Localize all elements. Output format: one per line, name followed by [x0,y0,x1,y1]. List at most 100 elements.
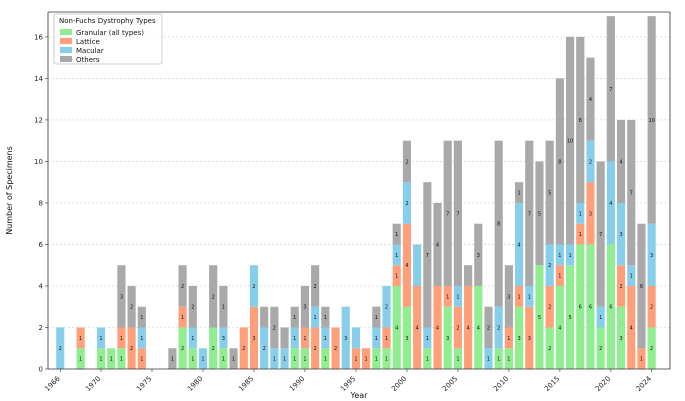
bar-segment [464,265,473,286]
bar-segment-label: 1 [293,336,296,342]
bar-segment-label: 1 [99,336,102,342]
bar-segment-label: 2 [59,346,62,352]
bar-segment [413,244,422,286]
bar-segment [300,348,310,369]
bar-segment-label: 1 [232,357,235,363]
bar-segment [596,161,605,307]
bar-segment [402,223,412,307]
bar-segment-label: 3 [446,336,449,342]
bar-segment-label: 4 [405,263,408,269]
bar-segment [300,327,310,349]
bar-segment-label: 7 [528,211,531,217]
bar-segment-label: 2 [273,325,276,331]
bar-segment-label: 1 [354,357,357,363]
bar-segment [596,306,605,328]
y-axis-label: Number of Specimens [5,146,14,235]
y-tick-label: 0 [39,366,43,374]
y-tick-label: 16 [34,33,43,41]
bar-segment [117,348,126,369]
bar-segment [576,223,585,245]
bar-segment [321,327,330,349]
bar-segment-label: 2 [181,284,184,290]
bar-segment-label: 1 [283,357,286,363]
bar-segment-label: 2 [242,346,245,352]
bar-segment-label: 1 [579,211,582,217]
bar-segment [372,348,381,369]
bar-segment [525,140,534,286]
bar-segment [178,265,187,307]
bar-segment [565,265,575,369]
bar-segment-label: 2 [650,346,653,352]
bar-segment-label: 4 [395,325,398,331]
bar-segment-label: 1 [599,315,602,321]
bar-segment-label: 2 [212,346,215,352]
bar-segment-label: 1 [456,357,459,363]
x-tick-label: 2024 [635,374,654,393]
bar-segment-label: 2 [589,159,592,165]
bar-segment [423,348,432,369]
x-tick-label: 2020 [594,375,612,393]
bar-segment [433,202,442,286]
bar-segment [535,161,544,266]
bar-segment-label: 1 [497,357,500,363]
legend-swatch [60,38,72,44]
x-tick-label: 1990 [288,375,306,393]
bar-segment-label: 2 [405,159,408,165]
bar-segment [494,306,503,349]
bar-segment [127,285,136,328]
bar-segment-label: 2 [497,325,500,331]
bar-segment-label: 4 [416,325,419,331]
bar-segment [647,16,656,224]
bar-segment-label: 1 [140,315,143,321]
bar-segment [270,306,279,349]
x-tick-label: 1966 [43,374,62,393]
bar-segment [555,78,564,245]
bar-segment [545,327,554,369]
bar-segment-label: 4 [517,242,520,248]
bar-segment [504,348,513,369]
bar-segment [341,306,350,369]
bar-segment-label: 7 [426,253,429,259]
y-tick-label: 8 [39,199,43,207]
bar-segment-label: 3 [120,294,123,300]
bar-segment-label: 3 [222,336,225,342]
bar-segment-label: 3 [528,336,531,342]
bar-segment-label: 3 [344,336,347,342]
bar-segment-label: 2 [456,325,459,331]
legend-swatch [60,47,72,53]
bar-segment-label: 1 [120,336,123,342]
y-tick-label: 10 [34,158,43,166]
bar-segment-label: 1 [110,357,113,363]
bar-segment [382,348,391,369]
bar-segment [392,223,401,245]
bar-segment [555,285,564,369]
bar-segment [464,285,473,369]
bar-segment [647,327,656,369]
bar-segment [351,348,361,369]
bar-segment [453,306,462,349]
legend-box [53,13,163,65]
bar-segment-label: 8 [579,118,582,124]
bar-segment-label: 1 [395,232,398,238]
bar-segment-label: 1 [507,336,510,342]
bar-segment-label: 1 [558,274,561,280]
bar-segment-label: 1 [324,336,327,342]
bar-segment-label: 4 [558,325,561,331]
bar-segment-label: 3 [303,305,306,311]
bar-segment [545,140,554,245]
bar-segment-label: 10 [567,139,573,145]
bar-segment-label: 1 [99,357,102,363]
bar-segment [260,306,269,328]
bar-segment [321,348,330,369]
x-tick-label: 2005 [441,375,459,393]
y-tick-label: 12 [34,116,43,124]
y-tick-label: 2 [39,324,43,332]
x-tick-label: 1980 [186,375,204,393]
bar-segment [627,119,636,266]
y-ticks: 0 2 4 6 8 10 12 14 16 [34,33,48,374]
bar-segments [56,16,656,369]
bar-segment-label: 1 [222,305,225,311]
y-tick-label: 6 [39,241,44,249]
bar-segment-label: 1 [222,357,225,363]
bar-segment-label: 5 [548,191,551,197]
